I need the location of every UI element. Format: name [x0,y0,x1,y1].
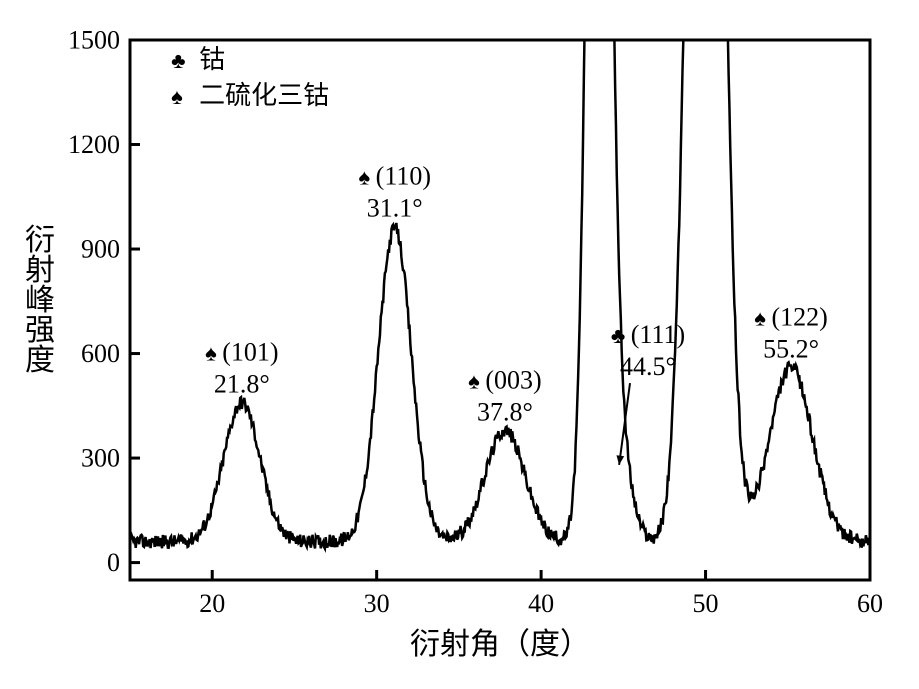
x-tick-label: 60 [857,589,883,618]
peak-angle-label: 55.2° [763,335,819,364]
peak-label: ♠ (003) [468,365,542,394]
legend-marker: ♣ [171,48,185,73]
peak-label: ♠ (122) [754,303,828,332]
legend-label: 二硫化三钴 [199,81,329,110]
y-tick-label: 600 [81,339,120,368]
legend-marker: ♠ [171,84,183,109]
x-tick-label: 50 [693,589,719,618]
peak-label: ♣ (111) [611,320,685,349]
y-axis-label-char: 峰 [25,284,55,317]
x-tick-label: 20 [199,589,225,618]
x-tick-label: 40 [528,589,554,618]
peak-label: ♠ (110) [358,162,431,191]
x-axis-label: 衍射角（度） [410,628,590,661]
peak-angle-label: 37.8° [477,397,533,426]
y-tick-label: 0 [107,548,120,577]
chart-svg: 20 30 40 50 60 衍射角（度） 0 300 600 900 1200 1500 衍射峰强度 ♣… [0,0,919,684]
y-axis-label-char: 射 [25,254,55,287]
legend-label: 钴 [199,45,225,74]
peak-angle-label: 31.1° [367,194,423,223]
y-axis-label-char: 度 [25,344,55,377]
y-tick-label: 1500 [68,26,120,55]
y-tick-label: 1200 [68,130,120,159]
x-tick-label: 30 [364,589,390,618]
y-tick-label: 300 [81,444,120,473]
peak-angle-label: 21.8° [214,370,270,399]
xrd-chart: 20 30 40 50 60 衍射角（度） 0 300 600 900 1200 1500 衍射峰强度 ♣… [0,0,919,684]
y-axis-label-char: 衍 [25,224,55,257]
y-axis-label-char: 强 [25,314,55,347]
peak-angle-label: 44.5° [620,352,676,381]
y-tick-label: 900 [81,235,120,264]
peak-label: ♠ (101) [205,338,279,367]
